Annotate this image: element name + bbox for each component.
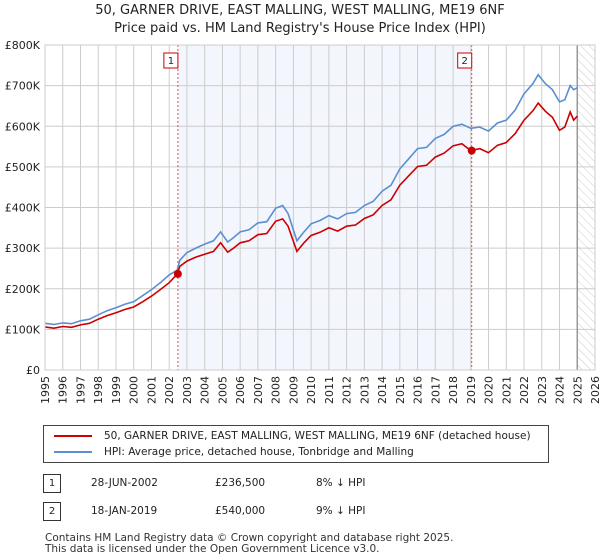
x-tick-label: 2004 [199,376,212,404]
x-tick-label: 2008 [270,376,283,404]
x-tick-label: 2019 [465,376,478,404]
y-tick-label: £100K [5,323,41,336]
table-row: 1 28-JUN-2002 £236,500 8% ↓ HPI [43,474,563,494]
y-tick-label: £400K [5,202,41,215]
x-tick-label: 2011 [323,376,336,404]
hpi-series-line [44,73,578,326]
x-tick-label: 2006 [234,376,247,404]
transaction-hpi: 8% ↓ HPI [316,477,366,489]
x-tick-label: 2020 [483,376,496,404]
x-tick-label: 2018 [447,376,460,404]
legend-red-line [54,435,92,437]
transaction-price: £540,000 [215,505,266,517]
legend-hpi: HPI: Average price, detached house, Tonb… [104,446,414,458]
x-tick-label: 2002 [163,376,176,404]
x-tick-label: 2022 [518,376,531,404]
x-tick-label: 1998 [92,376,105,404]
legend-blue-line [54,451,92,453]
x-tick-label: 2023 [536,376,549,404]
transaction-point [467,146,476,155]
legend-property: 50, GARNER DRIVE, EAST MALLING, WEST MAL… [104,430,531,442]
y-tick-label: £700K [5,80,41,93]
y-tick-label: £200K [5,283,41,296]
transaction-badge: 1 [43,474,61,493]
transaction-label: 1 [168,56,174,67]
x-tick-label: 1995 [39,376,52,404]
y-tick-label: £600K [5,120,41,133]
x-tick-label: 1999 [110,376,123,404]
x-tick-label: 2010 [305,376,318,404]
property-series-line [44,101,578,330]
x-tick-label: 2000 [128,376,141,404]
table-row: 2 18-JAN-2019 £540,000 9% ↓ HPI [43,502,563,522]
chart-title: 50, GARNER DRIVE, EAST MALLING, WEST MAL… [95,3,505,18]
x-tick-label: 2001 [145,376,158,404]
x-tick-label: 2012 [341,376,354,404]
x-tick-label: 2005 [216,376,229,404]
footer-copyright: Contains HM Land Registry data © Crown c… [45,532,454,544]
transaction-label: 2 [462,56,468,67]
x-tick-label: 2026 [589,376,600,404]
legend: 50, GARNER DRIVE, EAST MALLING, WEST MAL… [43,425,549,463]
price-chart: 1995 1996 1997 1998 1999 2000 2001 2002 2003 2004… [5,39,600,404]
footer: Contains HM Land Registry data © Crown c… [45,533,453,555]
plot-border [44,44,596,371]
transaction-point [173,269,182,278]
x-tick-label: 2015 [394,376,407,404]
x-tick-label: 2017 [429,376,442,404]
x-tick-label: 2009 [287,376,300,404]
transaction-date: 18-JAN-2019 [91,505,158,517]
y-tick-label: £300K [5,242,41,255]
chart-subtitle: Price paid vs. HM Land Registry's House … [114,21,486,36]
footer-licence: This data is licensed under the Open Gov… [45,543,380,555]
transaction-hpi: 9% ↓ HPI [316,505,366,517]
y-tick-label: £800K [5,39,41,52]
transaction-price: £236,500 [215,477,266,489]
x-tick-label: 2003 [181,376,194,404]
transaction-label-box [163,52,179,69]
x-tick-label: 2014 [376,376,389,404]
x-tick-label: 2025 [571,376,584,404]
transaction-badge: 2 [43,502,61,521]
y-tick-label: £500K [5,161,41,174]
x-tick-label: 2016 [412,376,425,404]
transaction-date: 28-JUN-2002 [91,477,158,489]
x-tick-label: 2013 [358,376,371,404]
x-tick-label: 1997 [74,376,87,404]
x-tick-label: 2007 [252,376,265,404]
x-tick-label: 2024 [554,376,567,404]
x-tick-label: 2021 [500,376,513,404]
x-tick-label: 1996 [57,376,70,404]
y-tick-label: £0 [26,364,40,377]
transaction-label-box [457,52,473,69]
